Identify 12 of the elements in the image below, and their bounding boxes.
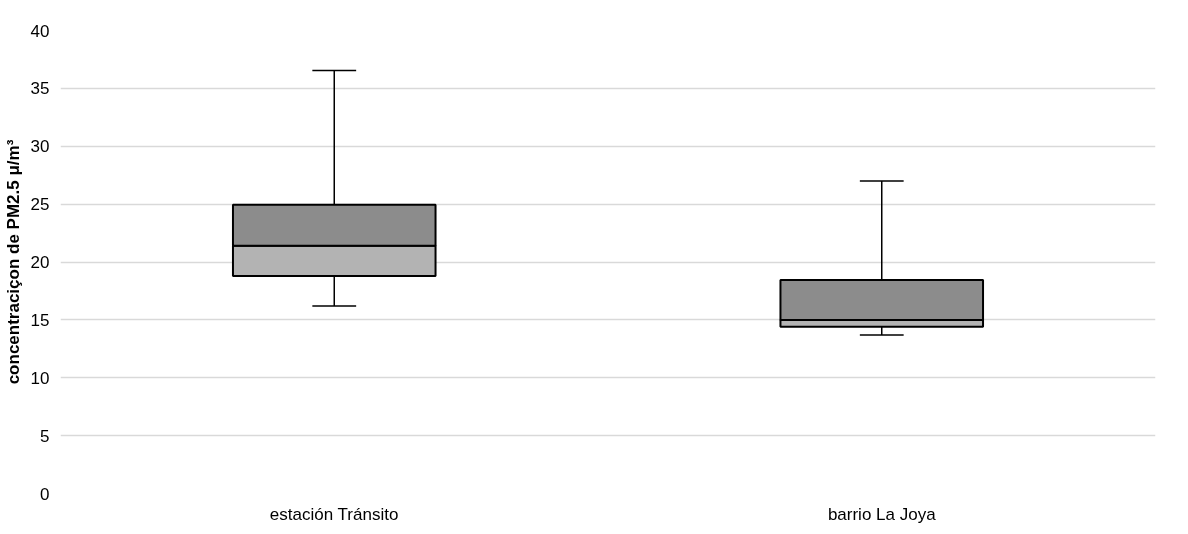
y-tick-label: 5 [40, 426, 50, 446]
x-tick-label: barrio La Joya [827, 504, 937, 524]
y-tick-label: 15 [30, 310, 50, 330]
y-tick-label: 35 [30, 79, 50, 99]
y-axis-title: concentraciçon de PM2.5 μ/m³ [3, 139, 23, 385]
y-tick-label: 0 [40, 484, 50, 504]
y-tick-label: 20 [30, 253, 50, 272]
x-tick-label: estación Tránsito [269, 504, 399, 524]
y-tick-label: 25 [30, 195, 50, 215]
y-tick-label: 10 [30, 368, 50, 388]
y-tick-label: 30 [30, 137, 50, 157]
y-tick-label: 40 [30, 21, 50, 41]
